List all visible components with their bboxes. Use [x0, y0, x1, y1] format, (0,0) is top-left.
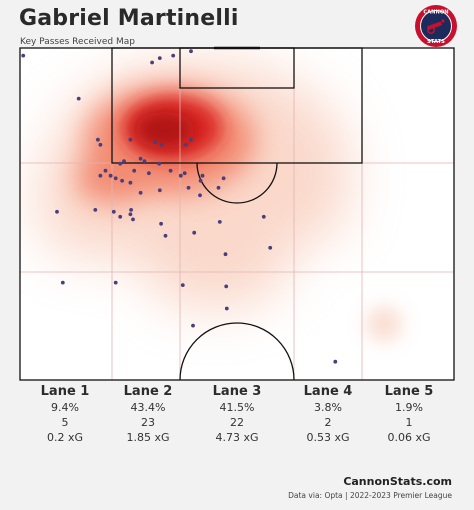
pass-point	[216, 185, 221, 190]
pass-point	[128, 212, 133, 217]
lane-4-percent: 3.8%	[314, 401, 342, 414]
pass-point	[186, 185, 191, 190]
pass-point	[96, 137, 100, 142]
data-points	[21, 49, 338, 364]
lane-4-xg: 0.53 xG	[306, 431, 350, 444]
lane-2-count: 23	[141, 416, 155, 429]
lane-1-percent: 9.4%	[51, 401, 79, 414]
pass-point	[182, 171, 187, 176]
lane-1-xg: 0.2 xG	[46, 431, 84, 444]
pass-point	[122, 159, 126, 164]
lane-2-name: Lane 2	[123, 384, 173, 399]
pass-point	[147, 171, 151, 176]
pass-point	[118, 161, 123, 166]
pass-point	[163, 233, 168, 238]
pass-point	[21, 53, 26, 58]
pass-point	[268, 245, 273, 250]
lane-1-count: 5	[61, 416, 69, 429]
pass-point	[200, 173, 205, 178]
lane-5-count: 1	[405, 416, 413, 429]
lane-1-name: Lane 1	[40, 384, 90, 399]
pass-point	[118, 214, 123, 219]
pass-point	[150, 60, 155, 65]
lane-2-xg: 1.85 xG	[126, 431, 170, 444]
pass-point	[178, 173, 183, 178]
pass-point	[153, 140, 158, 145]
logo-top-text: CANNON	[423, 10, 448, 16]
lane-2-percent: 43.4%	[130, 401, 166, 414]
pass-point	[138, 156, 143, 161]
pass-point	[224, 284, 229, 289]
pass-point	[189, 49, 193, 54]
pass-point	[171, 53, 176, 58]
pass-point	[128, 180, 133, 185]
pass-point	[168, 168, 173, 173]
pass-point	[98, 173, 103, 178]
lane-5-column: Lane 5 1.9% 1 0.06 xG	[364, 384, 454, 445]
pass-point	[217, 220, 222, 224]
lane-4-name: Lane 4	[303, 384, 353, 399]
pass-point	[113, 176, 118, 181]
lane-3-xg: 4.73 xG	[215, 431, 259, 444]
pass-point	[198, 193, 202, 198]
pass-point	[98, 142, 103, 147]
pass-point	[333, 359, 338, 364]
page-subtitle: Key Passes Received Map	[20, 37, 135, 47]
pass-point	[189, 137, 193, 142]
lane-4-column: Lane 4 3.8% 2 0.53 xG	[283, 384, 373, 445]
lane-2-column: Lane 2 43.4% 23 1.85 xG	[103, 384, 193, 445]
lane-1-column: Lane 1 9.4% 5 0.2 xG	[20, 384, 110, 445]
pass-point	[142, 159, 147, 164]
pass-point	[157, 188, 162, 193]
pass-point	[224, 306, 229, 311]
pass-point	[55, 209, 59, 214]
density-heatmap	[35, 60, 402, 342]
pass-point	[93, 208, 98, 212]
pass-point	[180, 283, 185, 287]
pass-point	[157, 56, 162, 60]
lane-3-percent: 41.5%	[219, 401, 255, 414]
pass-point	[261, 214, 266, 219]
pass-point	[131, 217, 135, 222]
cannonstats-logo: CANNON STATS	[415, 5, 457, 47]
brand-label: CannonStats.com	[343, 475, 452, 488]
pass-point	[128, 137, 133, 142]
lane-4-count: 2	[324, 416, 332, 429]
pass-point	[184, 142, 188, 147]
pass-point	[132, 168, 137, 173]
pass-point	[157, 161, 162, 166]
pass-point	[111, 209, 116, 214]
pass-point	[103, 168, 108, 173]
pass-point	[129, 208, 134, 212]
pass-point	[192, 230, 197, 235]
logo-bottom-text: STATS	[427, 39, 445, 45]
lane-5-xg: 0.06 xG	[387, 431, 431, 444]
lane-3-name: Lane 3	[212, 384, 262, 399]
pass-point	[223, 252, 228, 257]
lane-5-name: Lane 5	[384, 384, 434, 399]
pass-point	[198, 178, 203, 183]
lane-5-percent: 1.9%	[395, 401, 423, 414]
pass-point	[159, 142, 164, 147]
pass-point	[221, 176, 226, 181]
pass-point	[108, 173, 113, 178]
pass-point	[60, 280, 65, 285]
page-title: Gabriel Martinelli	[19, 6, 239, 31]
pass-point	[138, 190, 143, 195]
lane-3-count: 22	[230, 416, 244, 429]
pass-point	[120, 178, 124, 183]
pass-point	[76, 96, 81, 101]
cannon-icon	[427, 19, 445, 34]
lane-3-column: Lane 3 41.5% 22 4.73 xG	[192, 384, 282, 445]
data-source-label: Data via: Opta | 2022-2023 Premier Leagu…	[288, 491, 452, 500]
pass-point	[113, 280, 118, 285]
pass-point	[191, 323, 195, 328]
logo-inner-ring	[420, 10, 452, 42]
pass-point	[159, 221, 164, 226]
pitch-markings	[19, 46, 455, 381]
